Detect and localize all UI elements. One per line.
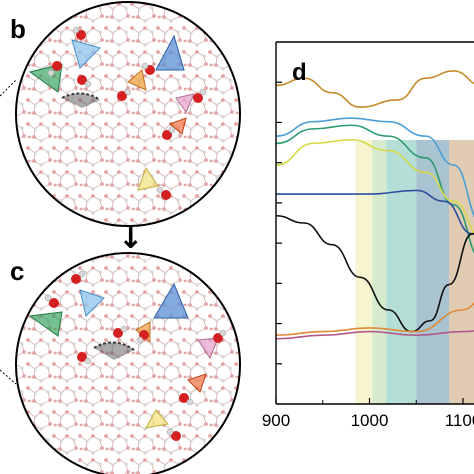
spectrum-line-1 — [276, 117, 474, 218]
water-box-outline-c — [15, 252, 241, 474]
oxygen-atom — [76, 30, 86, 40]
oxygen-atom — [179, 393, 189, 403]
gray-cone-fill — [94, 342, 134, 360]
hydrogen-atom — [84, 357, 92, 365]
green-cone — [28, 63, 63, 93]
panel-label-d: d — [292, 59, 307, 86]
oxygen-atom — [193, 93, 203, 103]
panel-d: 900 1000 1100 d — [262, 41, 474, 430]
oxygen-atom — [49, 298, 59, 308]
light-blue-cone — [71, 39, 101, 69]
oxygen-atom — [77, 75, 87, 85]
water-box-b — [16, 2, 240, 226]
panel-b: b — [0, 1, 241, 227]
shaded-band-1 — [372, 140, 387, 404]
x-tick-label: 1000 — [351, 411, 389, 430]
solvation-cones-c — [28, 282, 219, 429]
leader-line-c — [0, 369, 17, 385]
hydrogen-atom — [168, 126, 176, 134]
hydrogen-atom — [141, 62, 149, 70]
spectrum-line-7 — [276, 330, 474, 340]
yellow-cone — [145, 409, 169, 429]
hydrogen-atom — [166, 428, 174, 436]
pink-cone — [197, 337, 219, 360]
x-tick-label: 900 — [262, 411, 290, 430]
hydrogen-atom — [199, 88, 207, 96]
oxygen-atom — [113, 328, 123, 338]
light-blue-cone — [79, 289, 105, 317]
spectrum-lines — [276, 70, 474, 340]
hydrogen-atom — [219, 329, 227, 337]
hydrogen-atom — [47, 69, 55, 77]
gray-cone-fill — [62, 93, 100, 108]
orange-cone — [127, 69, 147, 91]
hydrogen-atom — [72, 26, 80, 34]
panel-label-c: c — [10, 256, 24, 286]
blue-cone — [153, 282, 189, 319]
orange-red-cone — [187, 373, 207, 393]
hydrogen-atom — [124, 88, 132, 96]
highlighted-molecules-b — [47, 26, 207, 200]
green-cone — [28, 311, 63, 337]
hydrogen-atom — [84, 80, 92, 88]
x-ticks: 900 1000 1100 — [262, 398, 474, 430]
leader-line-b — [0, 79, 17, 97]
x-tick-label: 1100 — [445, 411, 474, 430]
spectrum-line-0 — [276, 70, 474, 108]
oxygen-atom — [162, 130, 172, 140]
hydrogen-atom — [136, 336, 144, 344]
shaded-band-0 — [355, 140, 373, 404]
shaded-band-3 — [416, 140, 449, 404]
solvation-cones-b — [28, 34, 195, 191]
spectrum-line-3 — [276, 138, 474, 234]
orange-red-cone — [169, 117, 187, 135]
spectrum-line-2 — [276, 124, 474, 254]
oxygen-atom — [77, 352, 87, 362]
water-box-outline-b — [15, 1, 241, 227]
panel-label-b: b — [10, 14, 26, 44]
spectrum-line-5 — [276, 214, 474, 333]
shaded-band-2 — [386, 140, 417, 404]
hydrogen-atom — [156, 186, 164, 194]
shaded-band-4 — [448, 140, 474, 404]
panel-c: c — [0, 252, 241, 474]
oxygen-atom — [213, 333, 223, 343]
blue-cone — [155, 34, 185, 71]
hydrogen-atom — [120, 325, 128, 333]
pink-cone — [175, 93, 195, 114]
oxygen-atom — [71, 274, 81, 284]
oxygen-atom — [117, 91, 127, 101]
oxygen-atom — [171, 431, 181, 441]
hydrogen-atom — [186, 398, 194, 406]
y-ticks — [276, 81, 282, 365]
transition-arrow: ↓ — [118, 221, 143, 256]
spectrum-line-6 — [276, 301, 474, 337]
spectrum-line-4 — [276, 189, 474, 236]
shaded-bands — [355, 140, 474, 404]
oxygen-atom — [52, 61, 62, 71]
hydrogen-atom — [78, 270, 86, 278]
oxygen-atom — [161, 190, 171, 200]
highlighted-molecules-c — [44, 270, 227, 441]
hydrogen-atom — [44, 294, 52, 302]
yellow-cone — [137, 166, 159, 191]
